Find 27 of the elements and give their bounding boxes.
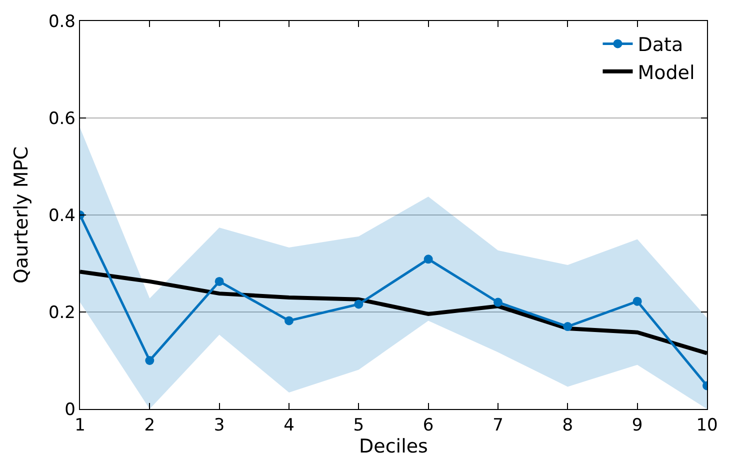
x-tick-label: 1: [74, 416, 86, 436]
x-axis-title: Deciles: [359, 436, 428, 458]
point: [494, 298, 502, 307]
y-tick-label: 0: [64, 400, 76, 420]
y-tick-label: 0.4: [48, 206, 76, 226]
y-tick-label: 0.8: [48, 12, 76, 32]
point: [563, 322, 572, 332]
x-tick-label: 8: [562, 416, 574, 436]
x-tick-label: 6: [422, 416, 434, 436]
y-axis-title: Qaurterly MPC: [10, 146, 32, 284]
x-tick-label: 5: [353, 416, 364, 436]
y-tick-label: 0.2: [48, 302, 76, 323]
y-tick-label: 0.6: [48, 108, 76, 129]
x-tick-label: 4: [284, 416, 294, 436]
point: [284, 316, 294, 326]
point: [424, 254, 433, 264]
x-tick-label: 7: [492, 416, 504, 436]
legend-label: Model: [638, 62, 695, 84]
x-tick-label: 2: [144, 416, 156, 436]
point: [214, 276, 224, 286]
point: [354, 300, 364, 309]
point: [145, 356, 154, 365]
x-tick-label: 10: [696, 416, 718, 436]
x-tick-label: 3: [214, 416, 225, 436]
legend-label: Data: [638, 34, 684, 56]
point: [632, 296, 642, 306]
x-tick-label: 9: [632, 416, 643, 436]
